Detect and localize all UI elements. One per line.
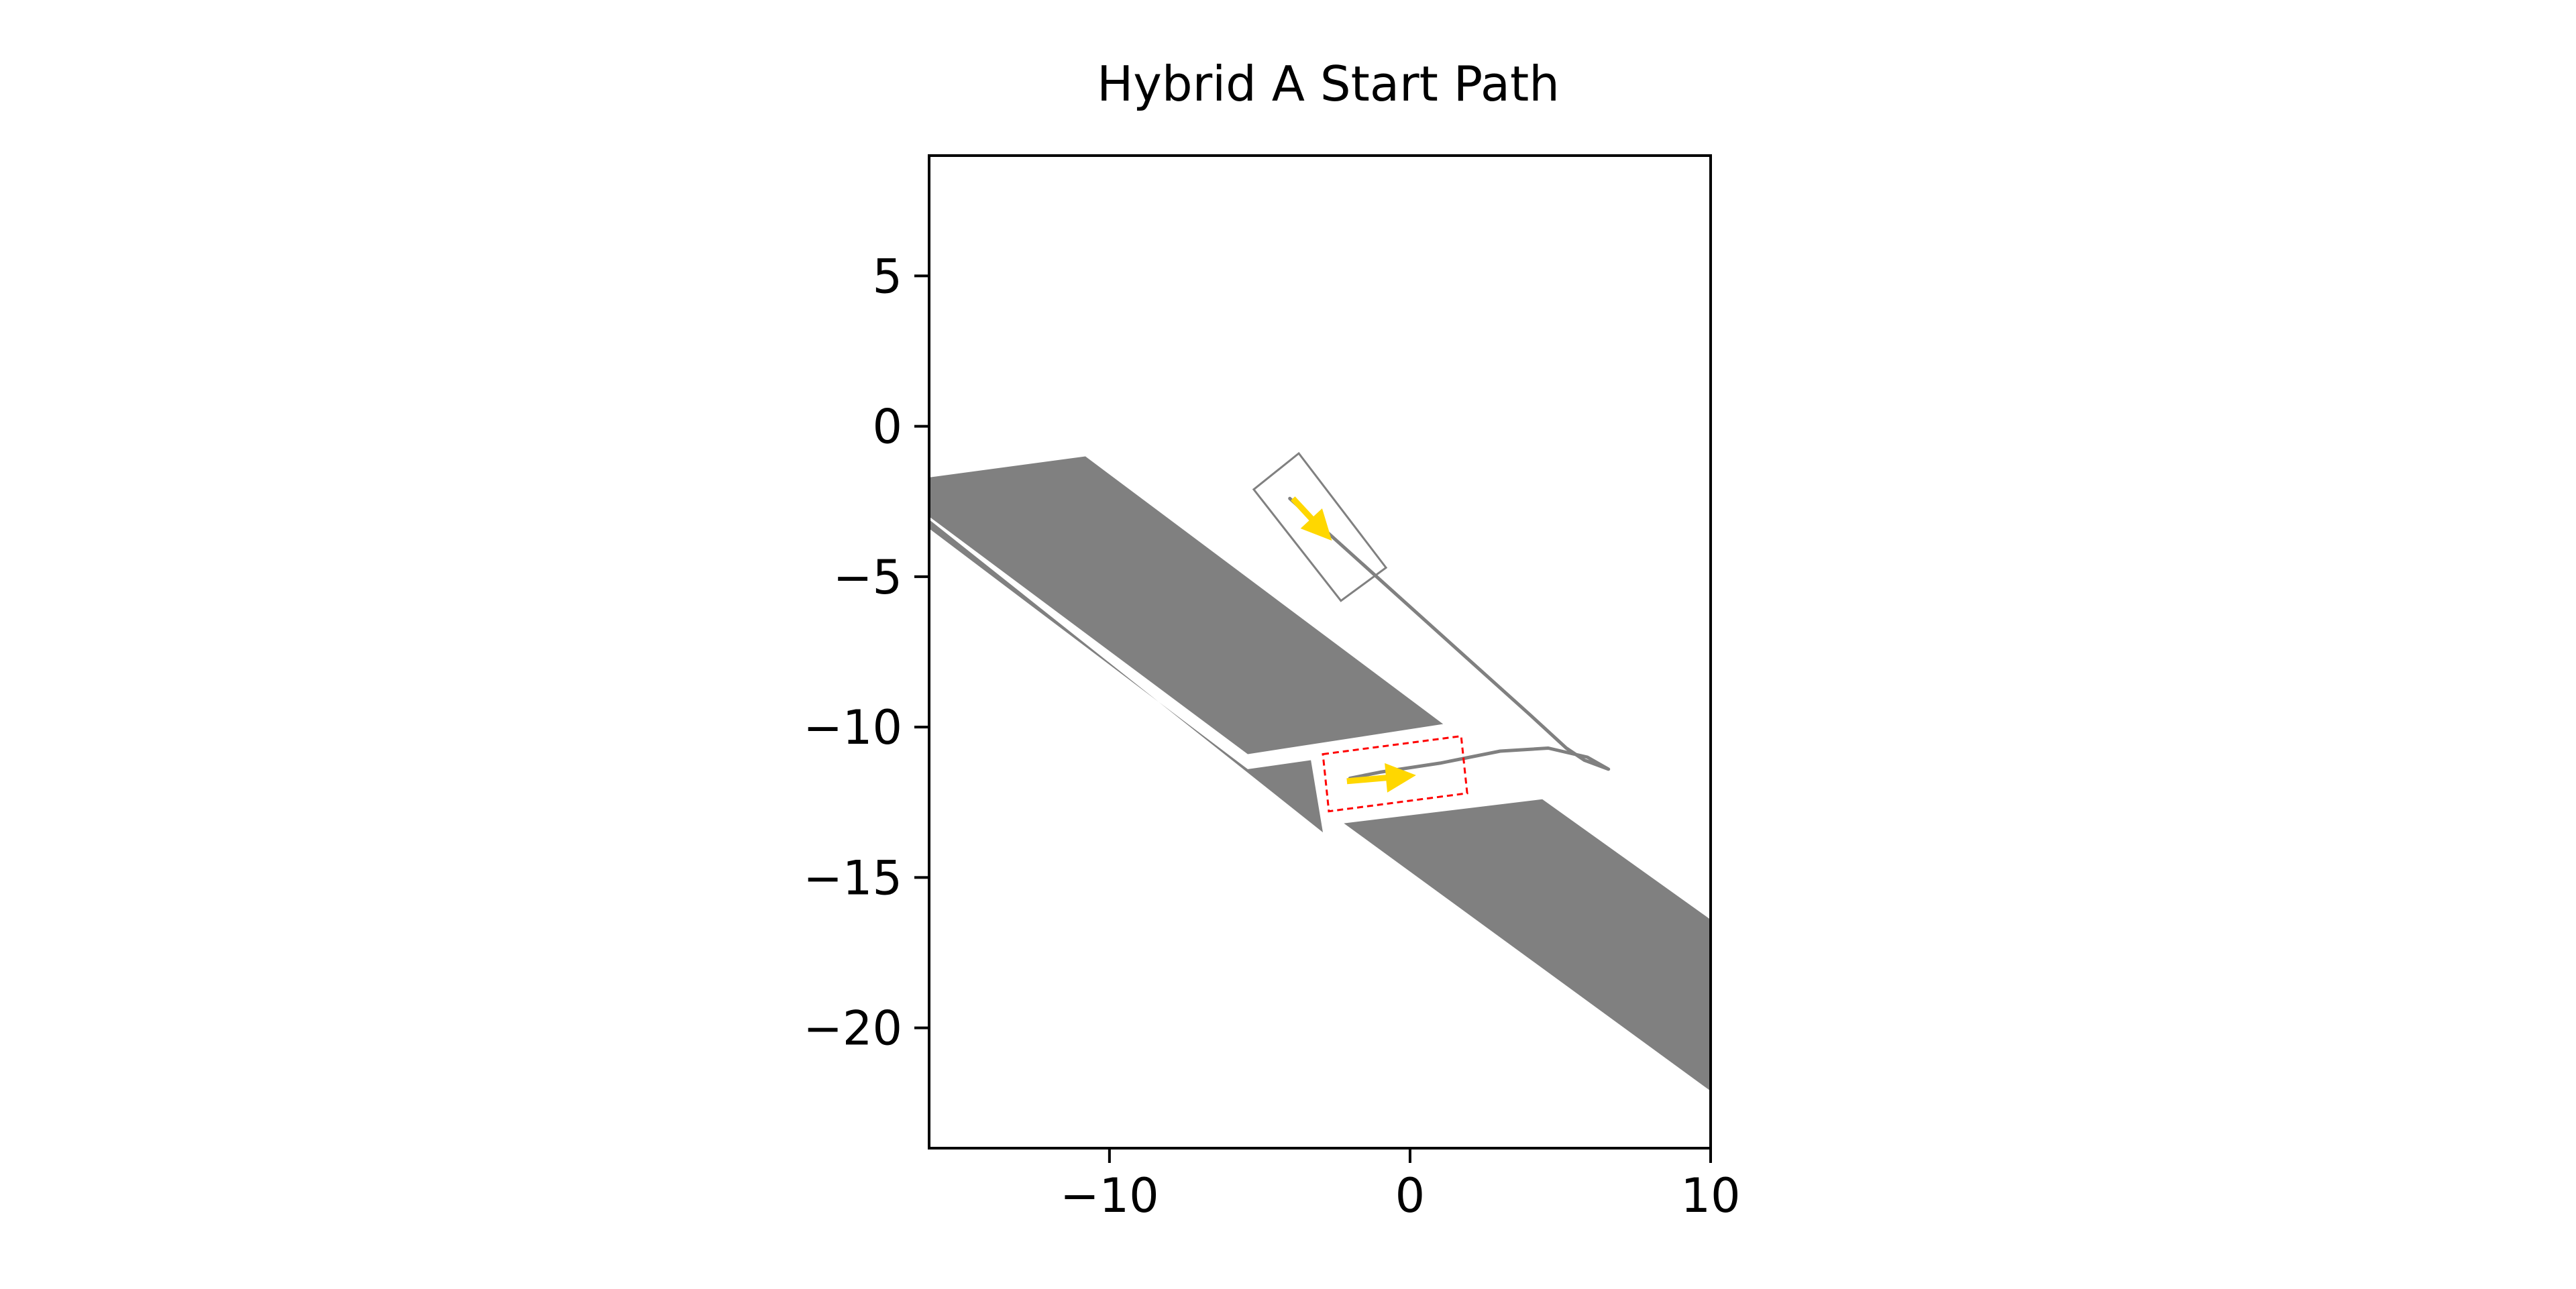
x-tick-label: 10 xyxy=(1680,1168,1740,1223)
heading-arrow-1 xyxy=(1290,496,1332,541)
axes-frame xyxy=(928,154,1712,1150)
y-tick-label: −20 xyxy=(803,1001,902,1056)
heading-arrow-2 xyxy=(1346,763,1416,793)
obstacle-polygon-upper-lane xyxy=(929,456,1444,754)
chart-title: Hybrid A Start Path xyxy=(1097,56,1560,112)
y-axis: 5 0 −5 −10 −15 −20 xyxy=(803,249,929,1056)
start-vehicle-box xyxy=(1252,451,1388,602)
x-tick-label: 0 xyxy=(1395,1168,1426,1223)
goal-vehicle-box xyxy=(1322,734,1468,813)
plot-area xyxy=(929,451,1711,1091)
y-tick-label: 0 xyxy=(872,400,902,455)
path-line-1 xyxy=(1288,496,1611,780)
obstacle-polygon-lower-right-lane xyxy=(1344,799,1711,1091)
obstacle-polygon-lower-lane xyxy=(929,519,1323,833)
y-tick-label: −5 xyxy=(833,550,902,605)
y-tick-label: −10 xyxy=(803,700,902,755)
y-tick-label: −15 xyxy=(803,850,902,905)
y-tick-label: 5 xyxy=(872,249,902,304)
x-tick-label: −10 xyxy=(1060,1168,1159,1223)
x-axis: −10 0 10 xyxy=(1060,1148,1741,1223)
